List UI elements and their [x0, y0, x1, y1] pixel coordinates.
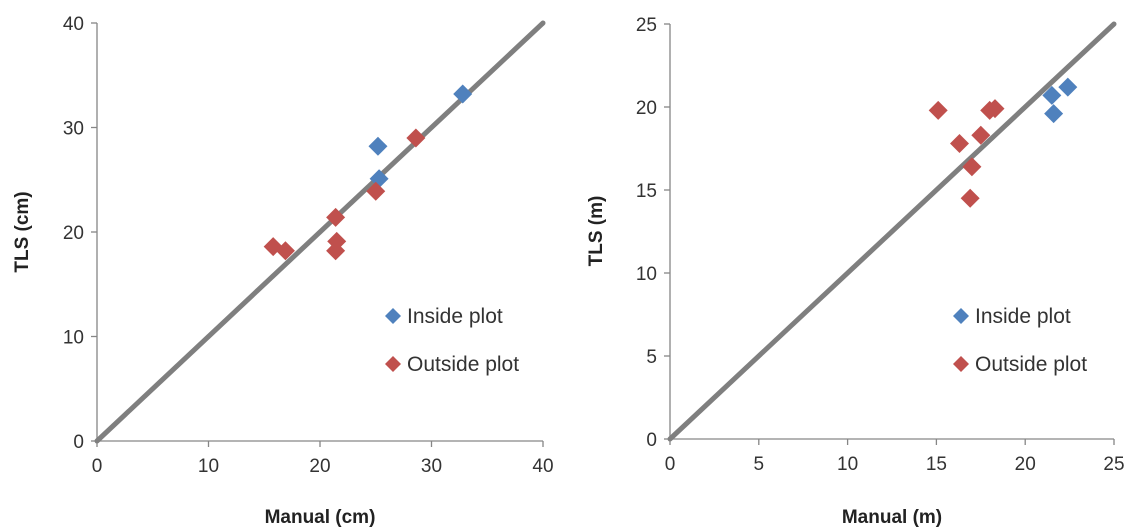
x-tick-label: 0 [665, 454, 676, 475]
x-tick-label: 25 [1103, 454, 1124, 475]
y-tick-label: 5 [646, 347, 657, 368]
legend-label: Inside plot [975, 305, 1071, 328]
chart-2 [664, 24, 1114, 445]
x-tick-label: 30 [421, 456, 442, 477]
x-tick-label: 5 [754, 454, 765, 475]
x-tick-label: 20 [309, 456, 330, 477]
y-tick-label: 10 [636, 264, 657, 285]
y-tick-label: 30 [63, 119, 84, 140]
y-tick-label: 40 [63, 14, 84, 35]
data-point-inside [1044, 104, 1063, 123]
y-axis-title: TLS (m) [586, 196, 607, 267]
legend-marker [953, 356, 969, 372]
data-point-outside [406, 128, 425, 147]
y-tick-label: 20 [636, 98, 657, 119]
data-point-inside [1058, 78, 1077, 97]
y-tick-label: 0 [73, 432, 84, 453]
legend-label: Outside plot [407, 353, 519, 376]
legend-label: Outside plot [975, 353, 1087, 376]
x-tick-label: 15 [926, 454, 947, 475]
legend-marker [385, 308, 401, 324]
y-tick-label: 15 [636, 181, 657, 202]
data-point-inside [453, 85, 472, 104]
chart-1 [91, 23, 543, 447]
x-tick-label: 20 [1015, 454, 1036, 475]
y-tick-label: 20 [63, 223, 84, 244]
legend-marker [953, 308, 969, 324]
x-tick-label: 10 [837, 454, 858, 475]
data-point-inside [368, 137, 387, 156]
y-tick-label: 25 [636, 15, 657, 36]
x-axis-title: Manual (cm) [265, 507, 376, 528]
legend-marker [385, 356, 401, 372]
y-axis-title: TLS (cm) [12, 191, 33, 272]
y-tick-label: 10 [63, 328, 84, 349]
x-tick-label: 40 [532, 456, 553, 477]
y-tick-label: 0 [646, 430, 657, 451]
legend-label: Inside plot [407, 305, 503, 328]
data-point-outside [961, 189, 980, 208]
x-axis-title: Manual (m) [842, 507, 942, 528]
reference-line [670, 24, 1114, 439]
data-point-outside [929, 101, 948, 120]
x-tick-label: 0 [92, 456, 103, 477]
data-point-outside [950, 134, 969, 153]
reference-line [97, 23, 543, 441]
x-tick-label: 10 [198, 456, 219, 477]
